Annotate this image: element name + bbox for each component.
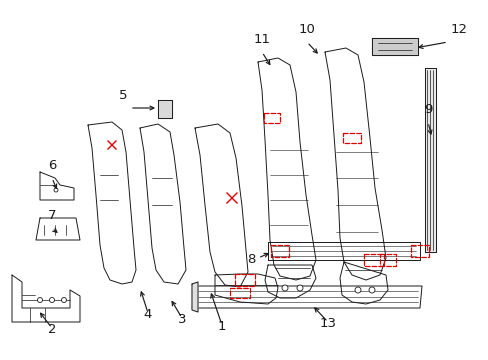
Polygon shape xyxy=(424,68,435,252)
Polygon shape xyxy=(267,242,419,260)
Text: 3: 3 xyxy=(177,313,186,326)
Polygon shape xyxy=(195,124,247,287)
Text: 11: 11 xyxy=(253,33,270,46)
Circle shape xyxy=(61,297,66,302)
Polygon shape xyxy=(158,100,172,118)
Circle shape xyxy=(296,285,303,291)
Polygon shape xyxy=(215,274,278,304)
Polygon shape xyxy=(88,122,136,284)
Polygon shape xyxy=(339,262,387,304)
Text: 5: 5 xyxy=(118,89,127,102)
Circle shape xyxy=(282,285,287,291)
Polygon shape xyxy=(192,282,198,312)
Polygon shape xyxy=(192,286,421,308)
Text: 10: 10 xyxy=(298,23,315,36)
Text: 6: 6 xyxy=(48,159,56,172)
Circle shape xyxy=(354,287,360,293)
Circle shape xyxy=(38,297,42,302)
Polygon shape xyxy=(325,48,385,280)
Polygon shape xyxy=(258,58,315,280)
Polygon shape xyxy=(371,38,417,55)
Polygon shape xyxy=(264,265,315,298)
Polygon shape xyxy=(140,124,185,284)
Text: 2: 2 xyxy=(48,323,56,336)
Polygon shape xyxy=(40,172,74,200)
Polygon shape xyxy=(12,275,80,322)
Text: 4: 4 xyxy=(143,308,152,321)
Text: 8: 8 xyxy=(246,253,254,266)
Text: 1: 1 xyxy=(217,320,226,333)
Polygon shape xyxy=(36,218,80,240)
Text: 7: 7 xyxy=(48,209,56,222)
Text: 12: 12 xyxy=(450,23,467,36)
Circle shape xyxy=(49,297,54,302)
Circle shape xyxy=(54,188,58,192)
Circle shape xyxy=(368,287,374,293)
Text: 9: 9 xyxy=(423,103,431,116)
Text: 13: 13 xyxy=(319,317,336,330)
